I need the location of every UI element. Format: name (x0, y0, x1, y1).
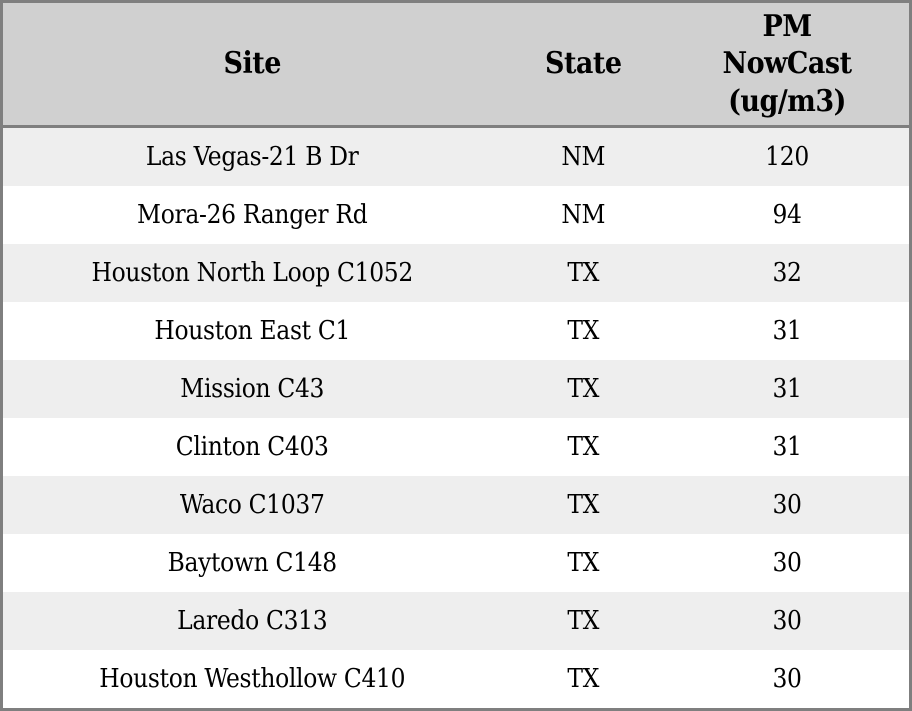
cell-state: NM (561, 200, 606, 230)
table-row: Las Vegas-21 B Dr NM 120 (1, 126, 911, 186)
cell-site: Las Vegas-21 B Dr (145, 142, 359, 172)
cell-pm-nowcast: 32 (772, 258, 802, 288)
cell-state: TX (567, 548, 600, 578)
table-row: Laredo C313 TX 30 (1, 592, 911, 650)
table-body: Las Vegas-21 B Dr NM 120 Mora-26 Ranger Rd N… (1, 126, 911, 710)
cell-site: Clinton C403 (175, 432, 329, 462)
column-header-pm-nowcast-label: PM NowCast (ug/m3) (722, 9, 853, 119)
cell-site: Waco C1037 (179, 490, 325, 520)
table-row: Houston Westhollow C410 TX 30 (1, 650, 911, 710)
cell-state: TX (567, 316, 600, 346)
cell-site: Baytown C148 (167, 548, 338, 578)
column-header-pm-nowcast: PM NowCast (ug/m3) (665, 1, 911, 128)
cell-state: TX (567, 664, 600, 694)
cell-state: TX (567, 606, 600, 636)
cell-pm-nowcast: 31 (772, 374, 802, 404)
cell-pm-nowcast: 30 (772, 548, 802, 578)
header-row: Site State PM NowCast (ug/m3) (1, 1, 911, 128)
table-row: Houston East C1 TX 31 (1, 302, 911, 360)
table-row: Mission C43 TX 31 (1, 360, 911, 418)
cell-state: TX (567, 258, 600, 288)
table-row: Houston North Loop C1052 TX 32 (1, 244, 911, 302)
cell-site: Mission C43 (180, 374, 325, 404)
cell-state: TX (567, 374, 600, 404)
table-header: Site State PM NowCast (ug/m3) (1, 1, 911, 128)
cell-pm-nowcast: 30 (772, 606, 802, 636)
column-header-state: State (501, 1, 666, 128)
cell-pm-nowcast: 30 (772, 490, 802, 520)
table-row: Clinton C403 TX 31 (1, 418, 911, 476)
column-header-site: Site (1, 1, 502, 128)
cell-pm-nowcast: 120 (765, 142, 809, 172)
table-row: Baytown C148 TX 30 (1, 534, 911, 592)
cell-pm-nowcast: 30 (772, 664, 802, 694)
cell-state: TX (567, 490, 600, 520)
table-row: Mora-26 Ranger Rd NM 94 (1, 186, 911, 244)
cell-pm-nowcast: 31 (772, 316, 802, 346)
cell-site: Mora-26 Ranger Rd (137, 200, 368, 230)
cell-state: TX (567, 432, 600, 462)
cell-site: Houston Westhollow C410 (99, 664, 406, 694)
cell-state: NM (561, 142, 606, 172)
cell-pm-nowcast: 94 (772, 200, 802, 230)
cell-site: Laredo C313 (177, 606, 328, 636)
cell-site: Houston East C1 (154, 316, 351, 346)
cell-site: Houston North Loop C1052 (91, 258, 414, 288)
column-header-site-label: Site (223, 46, 282, 82)
column-header-state-label: State (544, 46, 622, 82)
table-row: Waco C1037 TX 30 (1, 476, 911, 534)
cell-pm-nowcast: 31 (772, 432, 802, 462)
